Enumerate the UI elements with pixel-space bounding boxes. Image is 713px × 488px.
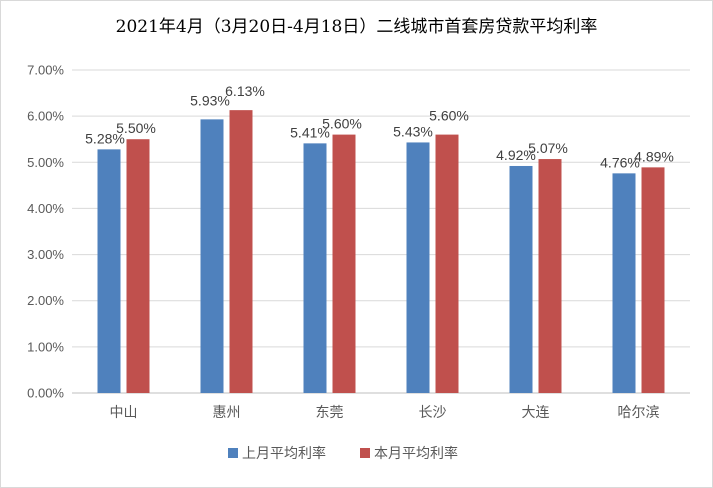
x-category-label: 大连 xyxy=(522,405,550,421)
x-category-label: 中山 xyxy=(110,405,138,421)
y-tick-label: 6.00% xyxy=(27,109,64,124)
data-label: 5.50% xyxy=(116,120,156,136)
data-label: 5.41% xyxy=(290,124,330,140)
legend-swatch xyxy=(228,448,238,458)
bar xyxy=(332,134,356,393)
x-category-label: 长沙 xyxy=(419,405,447,421)
data-label: 5.07% xyxy=(528,140,568,156)
y-tick-label: 2.00% xyxy=(27,293,64,308)
bar xyxy=(641,167,665,393)
chart-title: 2021年4月（3月20日-4月18日）二线城市首套房贷款平均利率 xyxy=(115,17,598,37)
y-tick-label: 7.00% xyxy=(27,63,64,78)
data-label: 6.13% xyxy=(225,83,265,99)
y-tick-label: 5.00% xyxy=(27,155,64,170)
gridlines xyxy=(72,69,690,394)
data-label: 5.93% xyxy=(190,92,230,108)
legend-label: 上月平均利率 xyxy=(242,445,326,462)
bar xyxy=(538,159,562,393)
bars xyxy=(97,110,665,393)
bar xyxy=(509,165,533,393)
x-category-label: 东莞 xyxy=(316,405,344,421)
y-tick-label: 4.00% xyxy=(27,201,64,216)
data-label: 5.60% xyxy=(322,116,362,132)
bar xyxy=(406,142,430,393)
data-label: 4.92% xyxy=(496,147,536,163)
x-axis-categories: 中山 惠州 东莞 长沙 大连 哈尔滨 xyxy=(110,405,660,421)
data-label: 4.76% xyxy=(600,154,640,170)
bar xyxy=(126,139,150,393)
bar xyxy=(612,173,636,393)
bar xyxy=(229,110,253,393)
bar xyxy=(303,143,327,393)
x-category-label: 惠州 xyxy=(213,405,241,421)
data-label: 5.43% xyxy=(393,123,433,139)
y-tick-label: 1.00% xyxy=(27,339,64,354)
data-label: 5.28% xyxy=(85,130,125,146)
data-labels: 5.28%5.50%5.93%6.13%5.41%5.60% 5.43%5.60%… xyxy=(85,83,674,170)
data-label: 4.89% xyxy=(634,148,674,164)
bar xyxy=(435,134,459,393)
y-tick-label: 3.00% xyxy=(27,247,64,262)
y-axis-ticks: 0.00% 1.00% 2.00% 3.00% 4.00% 5.00% 6.00% 7.00% xyxy=(27,63,64,401)
legend-label: 本月平均利率 xyxy=(374,445,458,462)
bar xyxy=(97,149,121,393)
data-label: 5.60% xyxy=(429,108,469,124)
y-tick-label: 0.00% xyxy=(27,386,64,401)
legend-swatch xyxy=(360,448,370,458)
legend: 上月平均利率 本月平均利率 xyxy=(228,445,458,462)
bar xyxy=(200,119,224,393)
x-category-label: 哈尔滨 xyxy=(618,405,660,421)
